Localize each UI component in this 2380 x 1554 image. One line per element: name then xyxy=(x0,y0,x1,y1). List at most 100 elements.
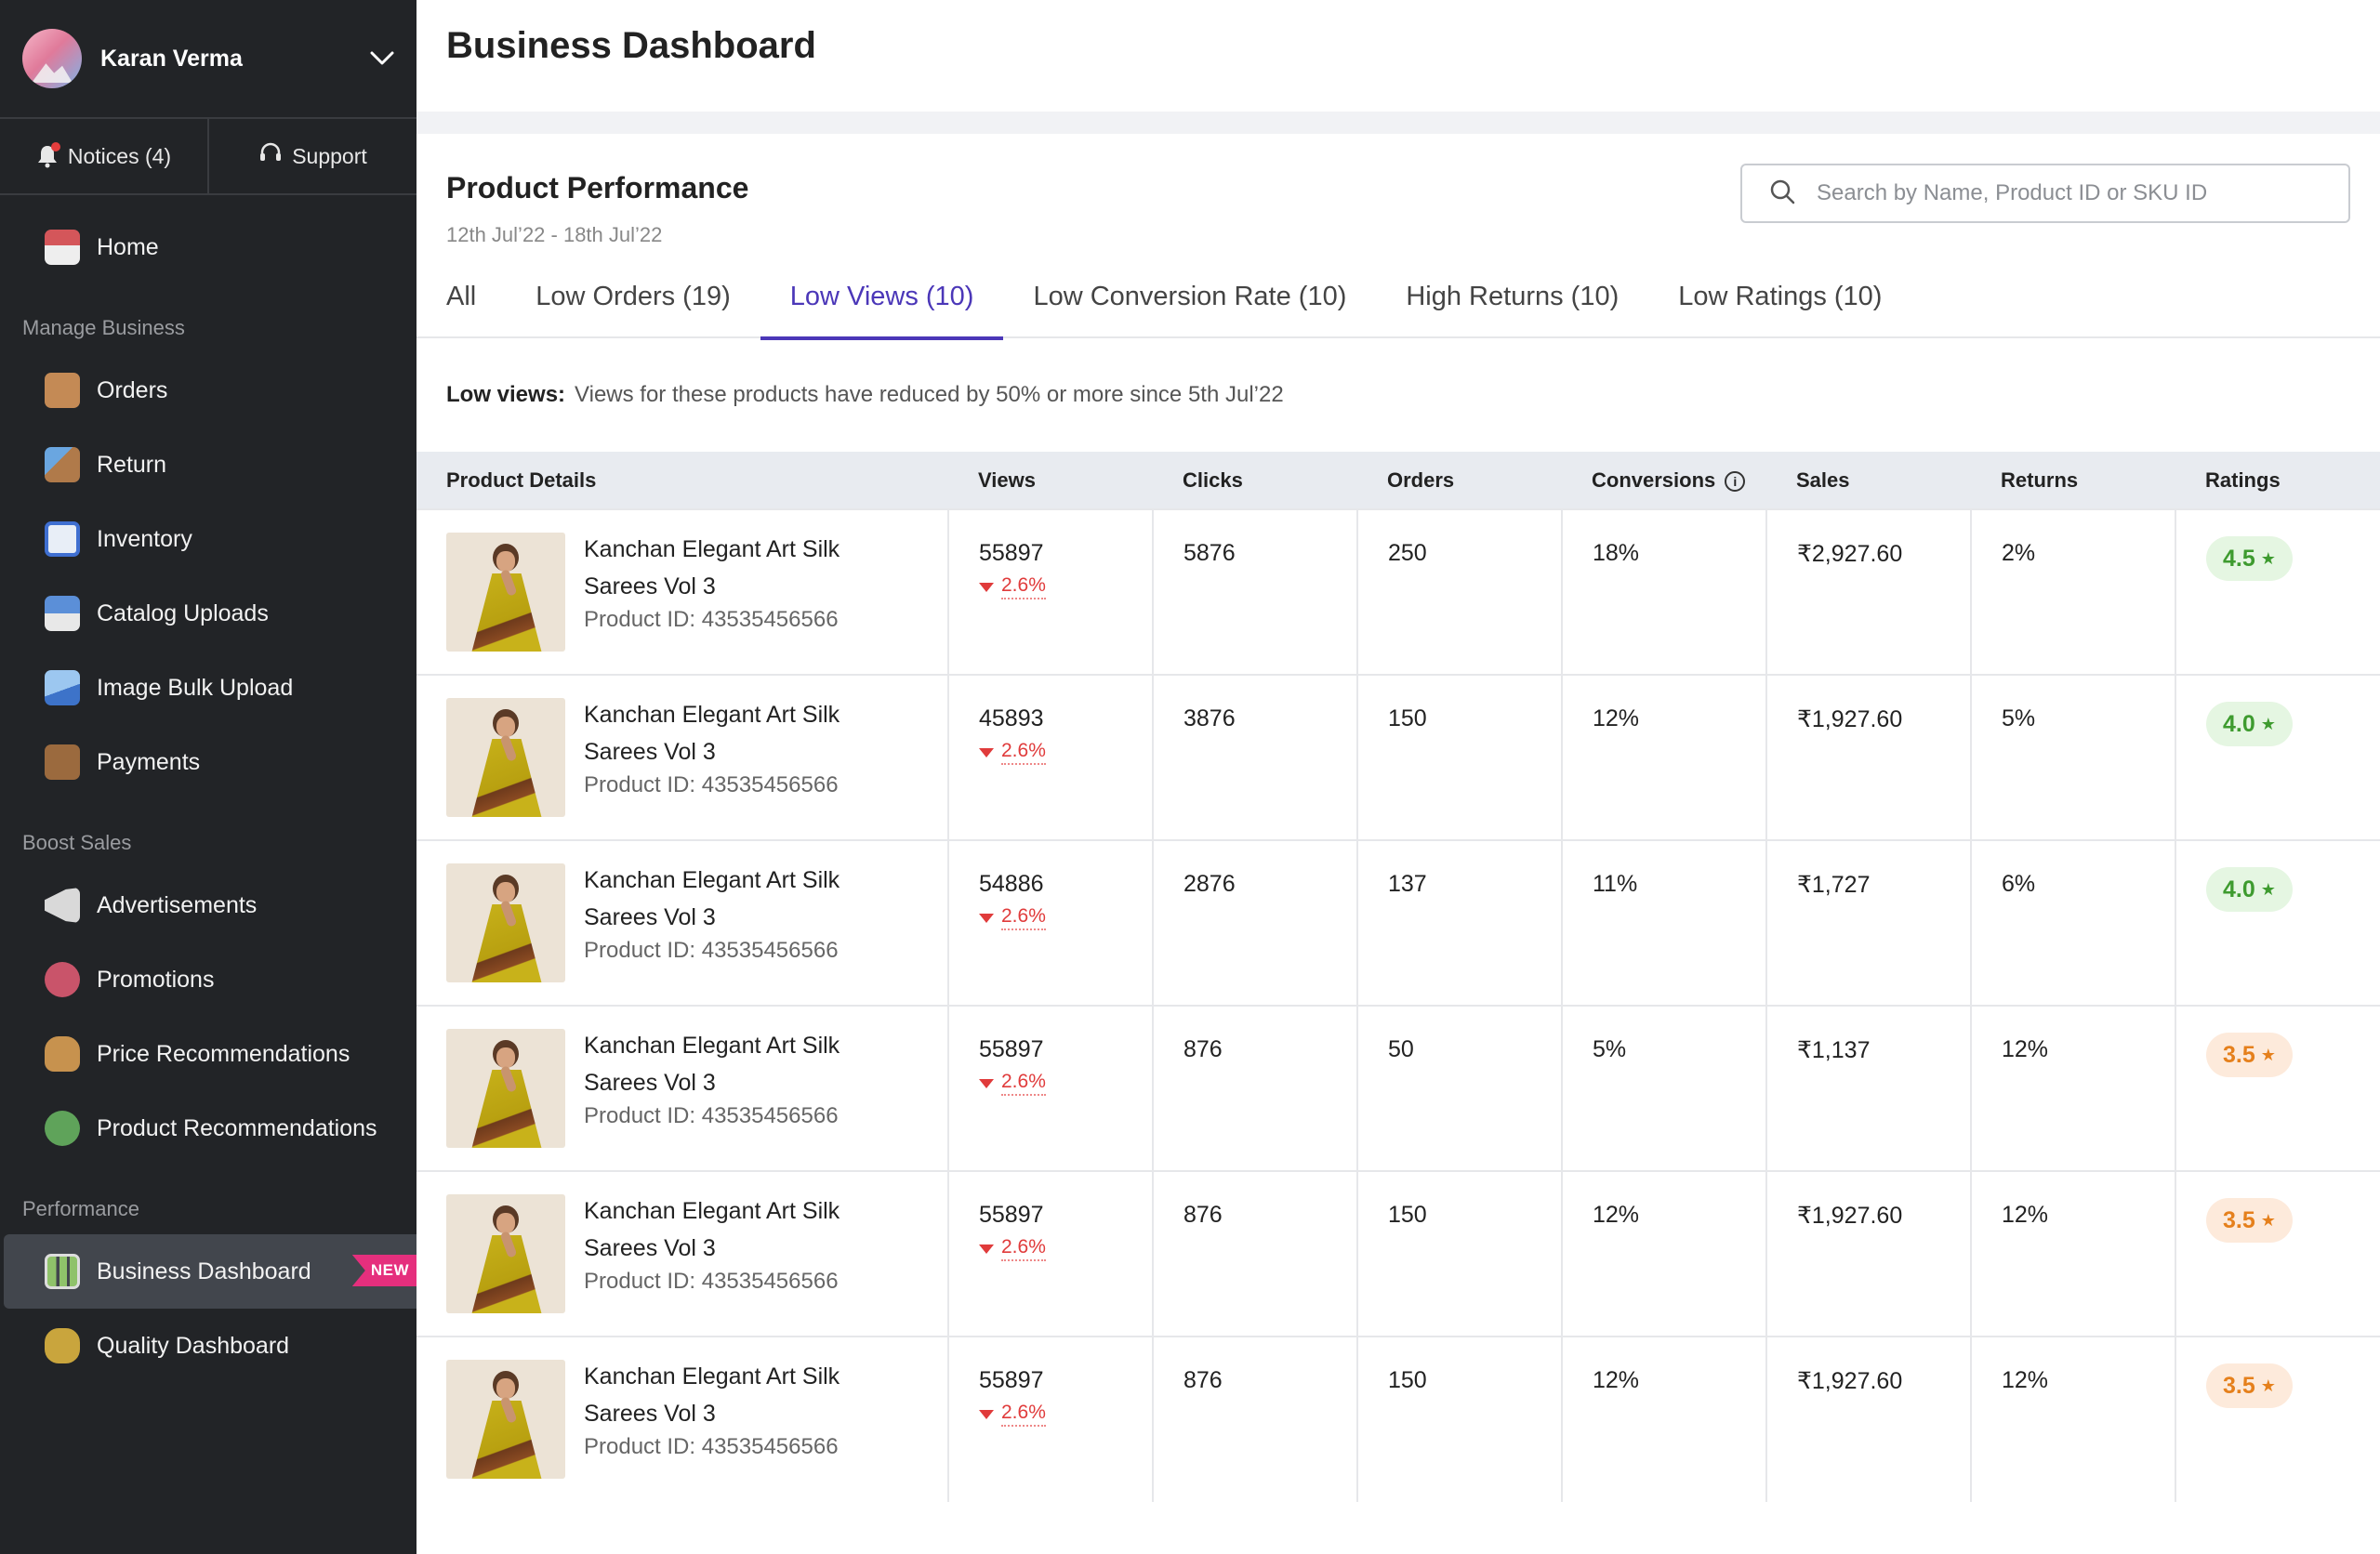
notices-button[interactable]: Notices (4) xyxy=(0,119,207,193)
bar-chart-icon xyxy=(45,1254,80,1289)
views-delta[interactable]: 2.6% xyxy=(979,905,1046,930)
column-header-conversions: Conversions i xyxy=(1562,452,1766,509)
sidebar-item-image-bulk-upload[interactable]: Image Bulk Upload xyxy=(0,651,416,725)
views-delta-value: 2.6% xyxy=(1001,905,1046,930)
support-label: Support xyxy=(292,143,367,168)
search-icon xyxy=(1768,178,1796,210)
product-thumbnail[interactable] xyxy=(446,1029,565,1148)
product-name[interactable]: Kanchan Elegant Art Silk Sarees Vol 3 xyxy=(584,1363,840,1427)
sidebar-item-home[interactable]: Home xyxy=(0,210,416,284)
arrow-down-icon xyxy=(979,1244,994,1254)
product-name[interactable]: Kanchan Elegant Art Silk Sarees Vol 3 xyxy=(584,867,840,930)
tab-low-orders[interactable]: Low Orders (19) xyxy=(536,281,731,311)
support-button[interactable]: Support xyxy=(207,119,416,193)
views-delta[interactable]: 2.6% xyxy=(979,574,1046,599)
sidebar-item-label: Orders xyxy=(97,376,168,403)
info-icon[interactable]: i xyxy=(1725,470,1746,492)
sidebar-item-promotions[interactable]: Promotions xyxy=(0,942,416,1017)
rating-value: 4.5 xyxy=(2223,545,2255,572)
rating-value: 3.5 xyxy=(2223,1206,2255,1233)
views-cell: 55897 2.6% xyxy=(947,1005,1153,1171)
sidebar-item-quality-dashboard[interactable]: Quality Dashboard xyxy=(0,1309,416,1383)
tab-low-ratings[interactable]: Low Ratings (10) xyxy=(1678,281,1883,311)
conversions-cell: 12% xyxy=(1561,1336,1766,1502)
sidebar-item-label: Product Recommendations xyxy=(97,1114,377,1141)
sidebar-item-inventory[interactable]: Inventory xyxy=(0,502,416,576)
orders-cell: 250 xyxy=(1356,508,1562,675)
returns-cell: 5% xyxy=(1970,674,2175,840)
quality-badge-icon xyxy=(45,1328,80,1363)
sidebar-item-orders[interactable]: Orders xyxy=(0,353,416,428)
table-row[interactable]: Kanchan Elegant Art Silk Sarees Vol 3 Pro… xyxy=(416,1170,2380,1337)
chevron-down-icon[interactable] xyxy=(370,46,394,71)
main-content: Business Dashboard Product Performance 1… xyxy=(416,0,2380,1554)
views-value: 54886 xyxy=(979,871,1044,897)
search-input[interactable] xyxy=(1817,180,2319,206)
product-name[interactable]: Kanchan Elegant Art Silk Sarees Vol 3 xyxy=(584,1033,840,1096)
rating-value: 4.0 xyxy=(2223,876,2255,902)
views-delta[interactable]: 2.6% xyxy=(979,1402,1046,1427)
section-label-manage: Manage Business xyxy=(22,316,185,339)
views-cell: 55897 2.6% xyxy=(947,1336,1153,1502)
store-icon xyxy=(45,230,80,265)
product-thumbnail[interactable] xyxy=(446,698,565,817)
tab-all[interactable]: All xyxy=(446,281,477,311)
rating-badge: 3.5 ★ xyxy=(2206,1363,2293,1408)
product-name[interactable]: Kanchan Elegant Art Silk Sarees Vol 3 xyxy=(584,536,840,599)
product-name[interactable]: Kanchan Elegant Art Silk Sarees Vol 3 xyxy=(584,702,840,765)
rating-value: 4.0 xyxy=(2223,710,2255,737)
product-thumbnail[interactable] xyxy=(446,1194,565,1313)
sidebar-item-label: Catalog Uploads xyxy=(97,599,269,626)
arrow-down-icon xyxy=(979,1409,994,1419)
sidebar-item-catalog-uploads[interactable]: Catalog Uploads xyxy=(0,576,416,651)
column-header: Product Details xyxy=(446,468,597,492)
views-cell: 55897 2.6% xyxy=(947,1170,1153,1337)
sales-cell: ₹1,727 xyxy=(1765,839,1971,1006)
header: Business Dashboard xyxy=(416,0,2380,134)
user-menu[interactable]: Karan Verma xyxy=(0,0,416,119)
tab-low-conversion-rate[interactable]: Low Conversion Rate (10) xyxy=(1033,281,1347,311)
views-cell: 45893 2.6% xyxy=(947,674,1153,840)
rating-badge: 4.0 ★ xyxy=(2206,702,2293,746)
views-cell: 55897 2.6% xyxy=(947,508,1153,675)
product-id: Product ID: 43535456566 xyxy=(584,938,839,963)
sidebar-item-business-dashboard[interactable]: Business Dashboard NEW xyxy=(4,1234,416,1309)
product-thumbnail[interactable] xyxy=(446,1360,565,1479)
sidebar-item-price-recommendations[interactable]: Price Recommendations xyxy=(0,1017,416,1091)
rating-value: 3.5 xyxy=(2223,1372,2255,1399)
views-value: 45893 xyxy=(979,705,1044,731)
views-delta[interactable]: 2.6% xyxy=(979,740,1046,765)
arrow-down-icon xyxy=(979,913,994,923)
sales-cell: ₹1,927.60 xyxy=(1765,674,1971,840)
table-row[interactable]: Kanchan Elegant Art Silk Sarees Vol 3 Pro… xyxy=(416,1005,2380,1171)
product-name[interactable]: Kanchan Elegant Art Silk Sarees Vol 3 xyxy=(584,1198,840,1261)
sidebar-item-return[interactable]: Return xyxy=(0,428,416,502)
sidebar-item-payments[interactable]: Payments xyxy=(0,725,416,799)
sidebar-item-advertisements[interactable]: Advertisements xyxy=(0,868,416,942)
views-delta[interactable]: 2.6% xyxy=(979,1071,1046,1096)
filter-description-label: Low views: xyxy=(446,382,566,407)
column-header: Clicks xyxy=(1183,468,1243,492)
product-thumbnail[interactable] xyxy=(446,863,565,982)
tab-high-returns[interactable]: High Returns (10) xyxy=(1406,281,1620,311)
arrow-down-icon xyxy=(979,1078,994,1088)
column-header: Returns xyxy=(2001,468,2079,492)
sidebar-item-label: Image Bulk Upload xyxy=(97,674,294,701)
search-box[interactable] xyxy=(1740,164,2350,223)
views-delta[interactable]: 2.6% xyxy=(979,1236,1046,1261)
orders-cell: 150 xyxy=(1356,1170,1562,1337)
table-row[interactable]: Kanchan Elegant Art Silk Sarees Vol 3 Pro… xyxy=(416,508,2380,675)
product-thumbnail[interactable] xyxy=(446,533,565,652)
table-row[interactable]: Kanchan Elegant Art Silk Sarees Vol 3 Pro… xyxy=(416,839,2380,1006)
sidebar-item-product-recommendations[interactable]: Product Recommendations xyxy=(0,1091,416,1166)
views-value: 55897 xyxy=(979,540,1044,566)
sidebar-item-label: Quality Dashboard xyxy=(97,1332,290,1359)
tab-low-views[interactable]: Low Views (10) xyxy=(760,255,1004,340)
table-row[interactable]: Kanchan Elegant Art Silk Sarees Vol 3 Pro… xyxy=(416,1336,2380,1502)
clicks-cell: 876 xyxy=(1152,1170,1357,1337)
column-header: Ratings xyxy=(2205,468,2281,492)
table-row[interactable]: Kanchan Elegant Art Silk Sarees Vol 3 Pro… xyxy=(416,674,2380,840)
image-icon xyxy=(45,670,80,705)
column-header: Orders xyxy=(1387,468,1455,492)
sidebar-item-label: Promotions xyxy=(97,966,215,993)
